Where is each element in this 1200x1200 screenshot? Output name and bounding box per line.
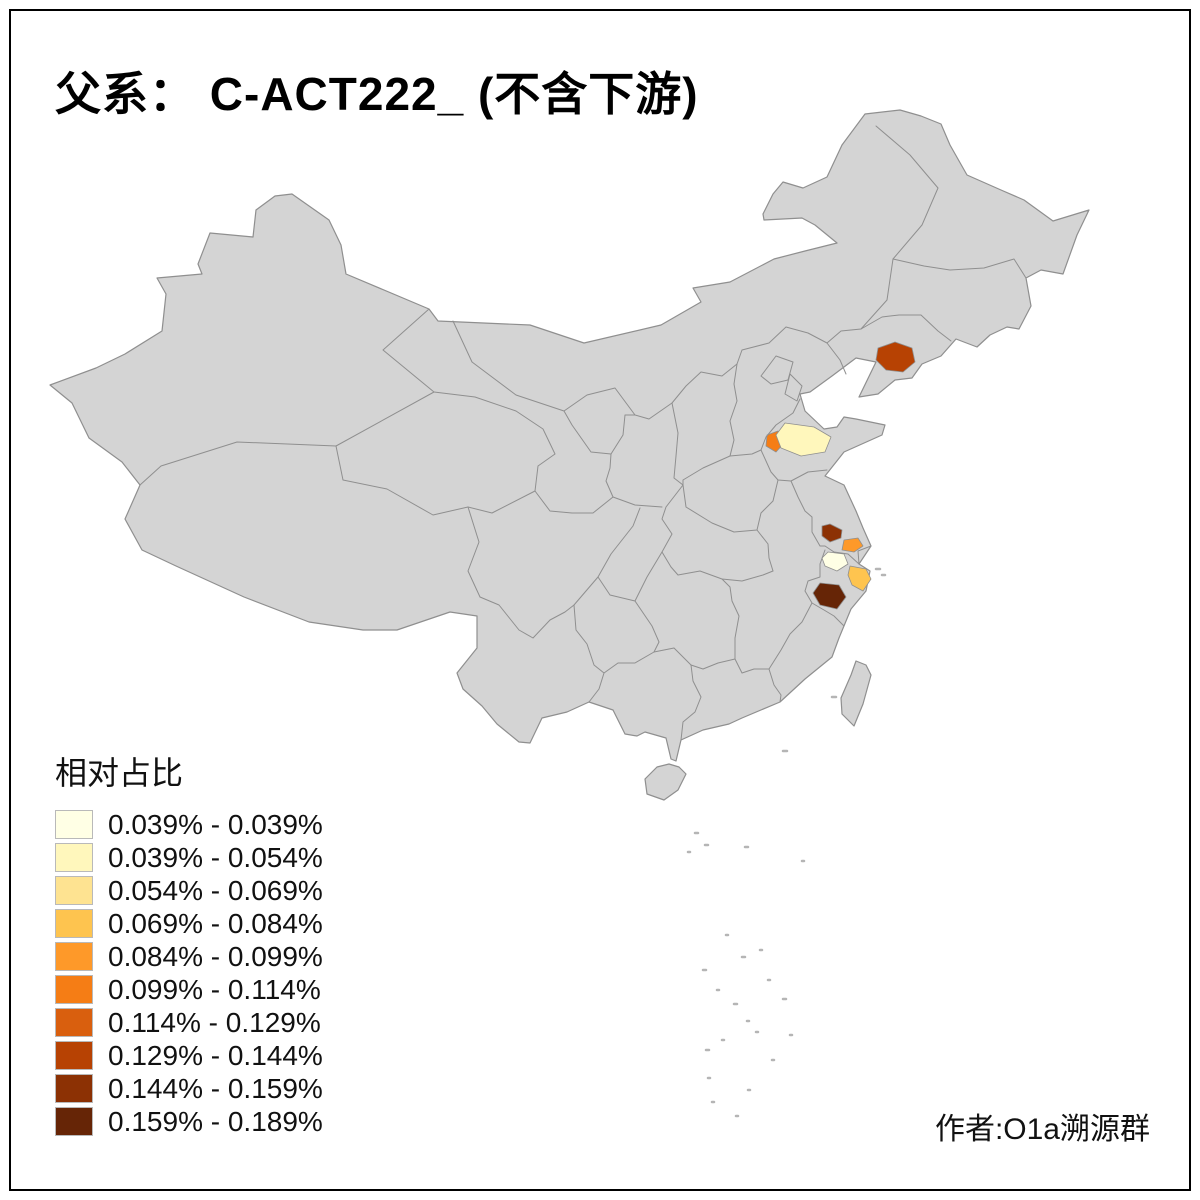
region-zhejiang-southwest xyxy=(812,582,847,610)
legend-item: 0.099% - 0.114% xyxy=(55,973,323,1006)
region-shanghai-suzhou xyxy=(841,537,864,553)
figure-title: 父系： C-ACT222_ (不含下游) xyxy=(55,68,699,120)
legend-item: 0.039% - 0.054% xyxy=(55,841,323,874)
legend-label: 0.084% - 0.099% xyxy=(108,940,323,972)
legend-label: 0.114% - 0.129% xyxy=(108,1006,321,1038)
legend-label: 0.039% - 0.039% xyxy=(108,808,323,840)
hainan-island xyxy=(644,763,687,801)
legend-swatch xyxy=(55,942,93,971)
legend-item: 0.114% - 0.129% xyxy=(55,1006,323,1039)
attribution: 作者:O1a溯源群 xyxy=(934,1113,1150,1146)
legend-item: 0.129% - 0.144% xyxy=(55,1039,323,1072)
legend-swatch xyxy=(55,1107,93,1136)
legend-swatch xyxy=(55,1041,93,1070)
legend-item: 0.084% - 0.099% xyxy=(55,940,323,973)
legend-label: 0.159% - 0.189% xyxy=(108,1105,323,1137)
legend-swatch xyxy=(55,810,93,839)
legend-label: 0.144% - 0.159% xyxy=(108,1072,323,1104)
province-borders xyxy=(139,125,1027,741)
legend-label: 0.099% - 0.114% xyxy=(108,973,321,1005)
island-marks xyxy=(686,567,887,1118)
taiwan-island xyxy=(840,660,872,727)
region-liaoning-east xyxy=(875,341,916,373)
legend-title: 相对占比 xyxy=(55,755,184,791)
legend-label: 0.054% - 0.069% xyxy=(108,874,323,906)
legend-swatch xyxy=(55,843,93,872)
legend-label: 0.129% - 0.144% xyxy=(108,1039,323,1071)
legend-swatch xyxy=(55,975,93,1004)
highlighted-regions xyxy=(765,341,916,610)
legend-item: 0.054% - 0.069% xyxy=(55,874,323,907)
legend-swatch xyxy=(55,1008,93,1037)
region-zhejiang-east xyxy=(847,565,872,592)
legend-swatch xyxy=(55,876,93,905)
legend-item: 0.069% - 0.084% xyxy=(55,907,323,940)
region-jiangsu-south xyxy=(821,523,843,543)
legend-label: 0.069% - 0.084% xyxy=(108,907,323,939)
legend-item: 0.144% - 0.159% xyxy=(55,1072,323,1105)
legend-item: 0.039% - 0.039% xyxy=(55,808,323,841)
mainland-outline xyxy=(49,109,1090,762)
legend-item: 0.159% - 0.189% xyxy=(55,1105,323,1138)
legend: 相对占比 0.039% - 0.039% 0.039% - 0.054% 0.0… xyxy=(55,748,323,1138)
legend-label: 0.039% - 0.054% xyxy=(108,841,323,873)
region-shandong-central xyxy=(775,422,832,457)
legend-swatch xyxy=(55,1074,93,1103)
legend-swatch xyxy=(55,909,93,938)
